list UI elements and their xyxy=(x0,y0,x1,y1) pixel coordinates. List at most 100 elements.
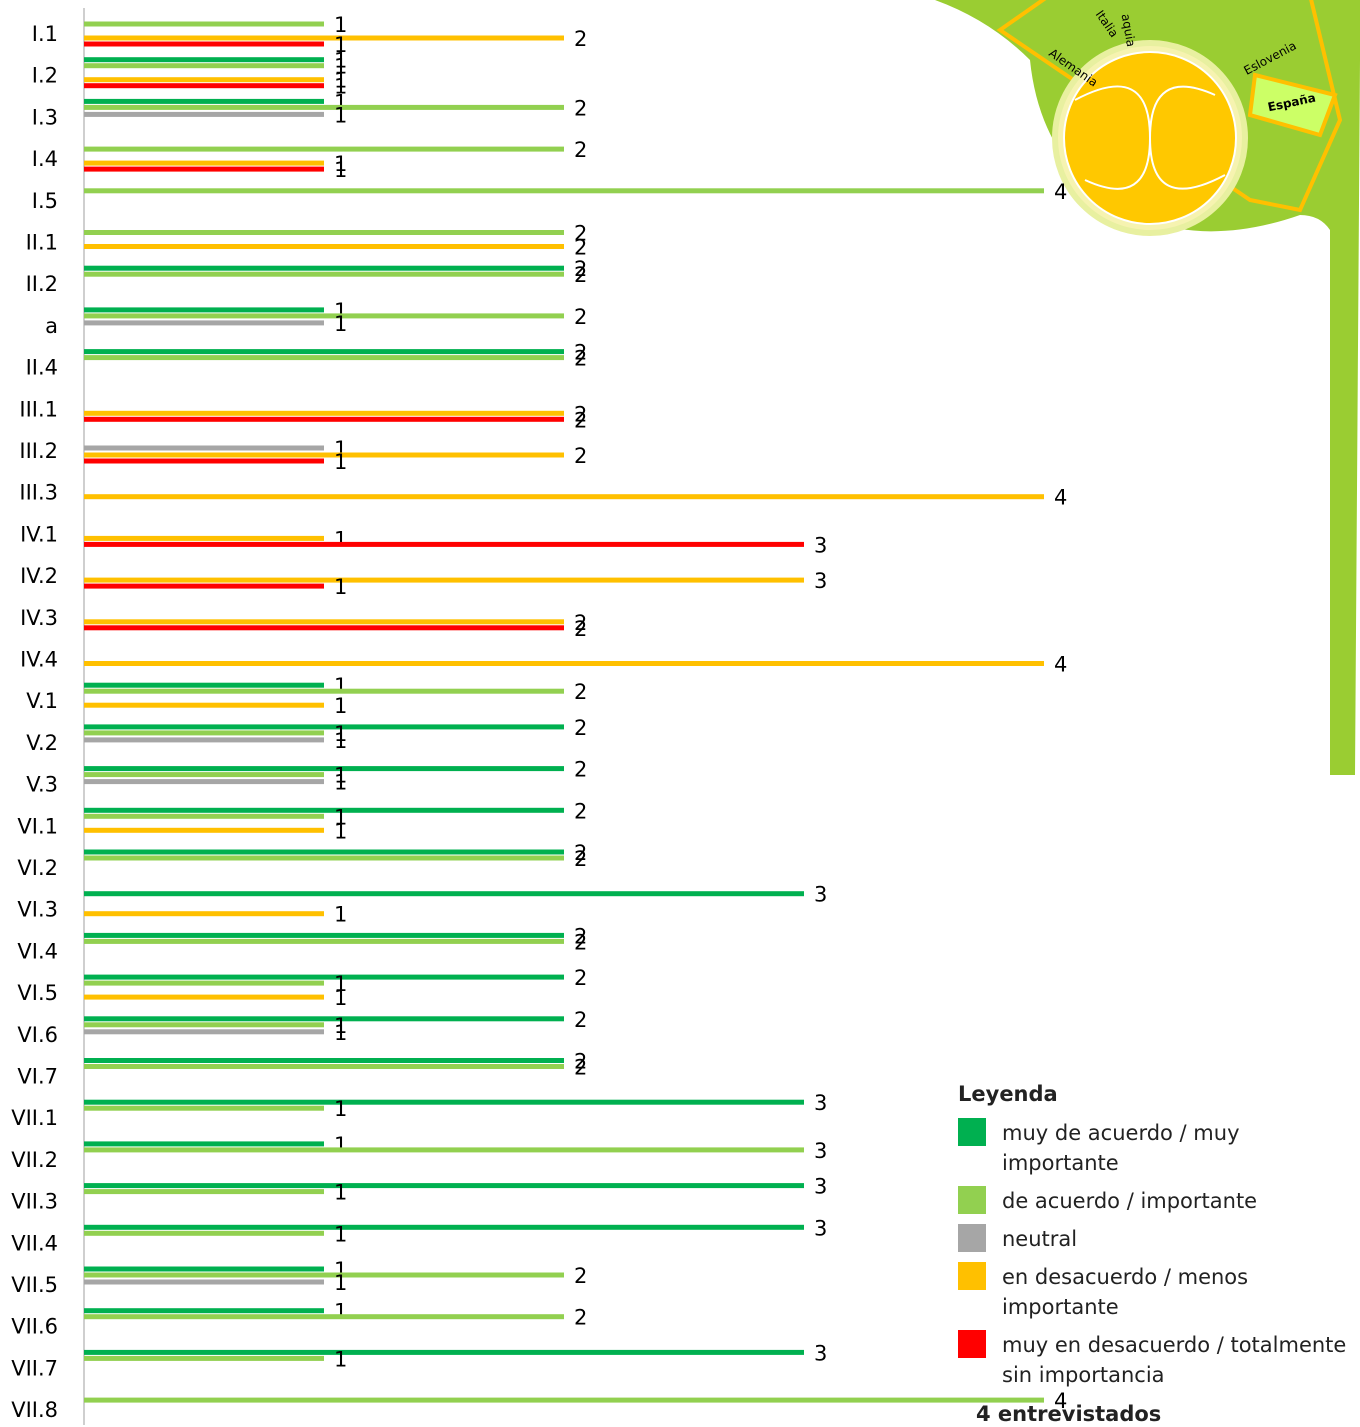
data-label: 2 xyxy=(574,930,587,954)
data-label: 1 xyxy=(334,55,347,79)
bar xyxy=(84,619,564,625)
legend-item: muy en desacuerdo / totalmente sin impor… xyxy=(958,1330,1358,1390)
data-label: 1 xyxy=(334,1097,347,1121)
bar xyxy=(84,35,564,41)
category-label: VII.8 xyxy=(11,1398,58,1422)
data-label: 1 xyxy=(334,527,347,551)
data-label: 2 xyxy=(574,236,587,260)
data-label: 1 xyxy=(334,575,347,599)
data-label: 1 xyxy=(334,1133,347,1157)
legend-title: Leyenda xyxy=(958,1082,1058,1106)
data-label: 2 xyxy=(574,222,587,246)
data-label: 1 xyxy=(334,103,347,127)
data-label: 1 xyxy=(334,729,347,753)
data-label: 2 xyxy=(574,305,587,329)
data-label: 1 xyxy=(334,722,347,746)
bar xyxy=(84,779,324,785)
bar xyxy=(84,1397,1044,1403)
category-label: IV.4 xyxy=(20,648,58,672)
category-label: VII.1 xyxy=(11,1106,58,1130)
category-label: I.3 xyxy=(32,105,58,129)
data-label: 1 xyxy=(334,1300,347,1324)
data-label: 1 xyxy=(334,903,347,927)
legend-label: en desacuerdo / menos importante xyxy=(1002,1265,1249,1319)
bar xyxy=(84,265,564,271)
decoration: Alemania Italia aquia Eslovenia España xyxy=(935,0,1360,775)
bar xyxy=(84,104,564,110)
category-label: VI.4 xyxy=(17,939,58,963)
legend-item: neutral xyxy=(958,1224,1358,1254)
category-label: I.4 xyxy=(32,147,58,171)
category-label: II.4 xyxy=(26,356,58,380)
data-label: 2 xyxy=(574,96,587,120)
category-label: III.2 xyxy=(19,439,58,463)
bar xyxy=(84,458,324,464)
bar xyxy=(84,1230,324,1236)
category-label: V.2 xyxy=(26,731,58,755)
data-label: 3 xyxy=(814,1139,827,1163)
data-label: 1 xyxy=(334,450,347,474)
bar xyxy=(84,702,324,708)
bar xyxy=(84,994,324,1000)
data-label: 2 xyxy=(574,408,587,432)
legend-items: muy de acuerdo / muy importante de acuerd… xyxy=(958,1118,1358,1390)
bar xyxy=(84,111,324,117)
data-label: 2 xyxy=(574,257,587,281)
bar xyxy=(84,355,564,361)
bar xyxy=(84,813,324,819)
data-label: 4 xyxy=(1054,486,1067,510)
bar xyxy=(84,63,324,69)
legend-swatch xyxy=(958,1186,986,1214)
category-label: VII.7 xyxy=(11,1356,58,1380)
bar xyxy=(84,1016,564,1022)
bar xyxy=(84,349,564,355)
category-label: III.1 xyxy=(19,397,58,421)
legend-swatch xyxy=(958,1262,986,1290)
data-label: 1 xyxy=(334,158,347,182)
bar xyxy=(84,1272,564,1278)
legend-item: muy de acuerdo / muy importante xyxy=(958,1118,1358,1178)
bar xyxy=(84,911,324,917)
bar xyxy=(84,445,324,451)
category-label: II.2 xyxy=(26,272,58,296)
bar xyxy=(84,83,324,89)
bar xyxy=(84,230,564,235)
bar xyxy=(84,271,564,277)
bar xyxy=(84,1189,324,1195)
legend-swatch xyxy=(958,1224,986,1252)
data-label: 2 xyxy=(574,1056,587,1080)
bar xyxy=(84,494,1044,500)
country-label: aquia xyxy=(1119,13,1139,48)
bar xyxy=(84,730,324,736)
data-label: 2 xyxy=(574,1050,587,1074)
bar xyxy=(84,661,1044,666)
bar xyxy=(84,410,564,416)
data-label: 2 xyxy=(574,966,587,990)
category-label: VI.3 xyxy=(17,898,58,922)
data-label: 2 xyxy=(574,138,587,162)
bar xyxy=(84,1022,324,1028)
bar xyxy=(84,320,324,326)
bar xyxy=(84,244,564,249)
category-label: I.2 xyxy=(32,64,58,88)
bar xyxy=(84,1266,324,1272)
bar xyxy=(84,1099,804,1105)
data-label: 3 xyxy=(814,1175,827,1199)
data-label: 1 xyxy=(334,764,347,788)
category-label: VII.4 xyxy=(11,1231,58,1255)
bar xyxy=(84,57,324,63)
bar xyxy=(84,307,324,313)
bar xyxy=(84,77,324,83)
legend-label: de acuerdo / importante xyxy=(1002,1189,1258,1213)
data-label: 1 xyxy=(334,1271,347,1295)
data-label: 2 xyxy=(574,799,587,823)
bar xyxy=(84,577,804,583)
data-label: 2 xyxy=(574,444,587,468)
data-label: 2 xyxy=(574,1008,587,1032)
data-label: 1 xyxy=(334,75,347,99)
bar xyxy=(84,1224,804,1230)
data-label: 2 xyxy=(574,1306,587,1330)
data-label: 2 xyxy=(574,263,587,287)
